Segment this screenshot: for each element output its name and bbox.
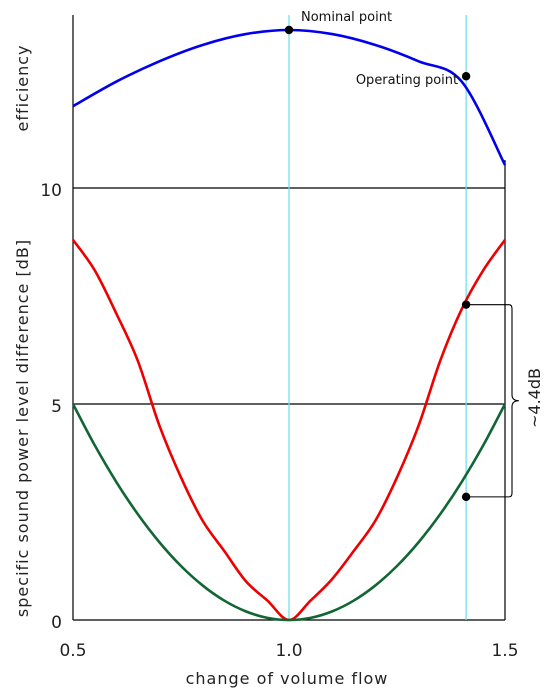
y-axis-title: specific sound power level difference [d… (13, 239, 32, 617)
reference-lines (288, 15, 467, 620)
x-tick-label-1.0: 1.0 (275, 641, 302, 661)
efficiency-axis-title: efficiency (13, 44, 32, 131)
axes (72, 15, 506, 620)
series-line-3 (71, 403, 507, 622)
point-label-1: Nominal point (301, 10, 392, 25)
difference-brace (466, 304, 520, 498)
brace-bracket (466, 304, 520, 498)
tick-labels: 0.5 1.0 1.5 0 5 10 (40, 181, 518, 661)
marked-points: Nominal point Operating point (284, 10, 471, 502)
point-label-2: Operating point (356, 73, 458, 88)
x-tick-label-1.5: 1.5 (491, 641, 518, 661)
y-tick-label-5: 5 (51, 397, 62, 417)
x-axis-title: change of volume flow (186, 669, 389, 688)
point-marker-2 (461, 72, 471, 81)
x-tick-label-0.5: 0.5 (59, 641, 86, 661)
point-marker-1 (284, 25, 294, 35)
brace-label: ~4.4dB (525, 368, 544, 428)
y-tick-label-10: 10 (40, 181, 62, 201)
y-tick-label-0: 0 (51, 613, 62, 633)
